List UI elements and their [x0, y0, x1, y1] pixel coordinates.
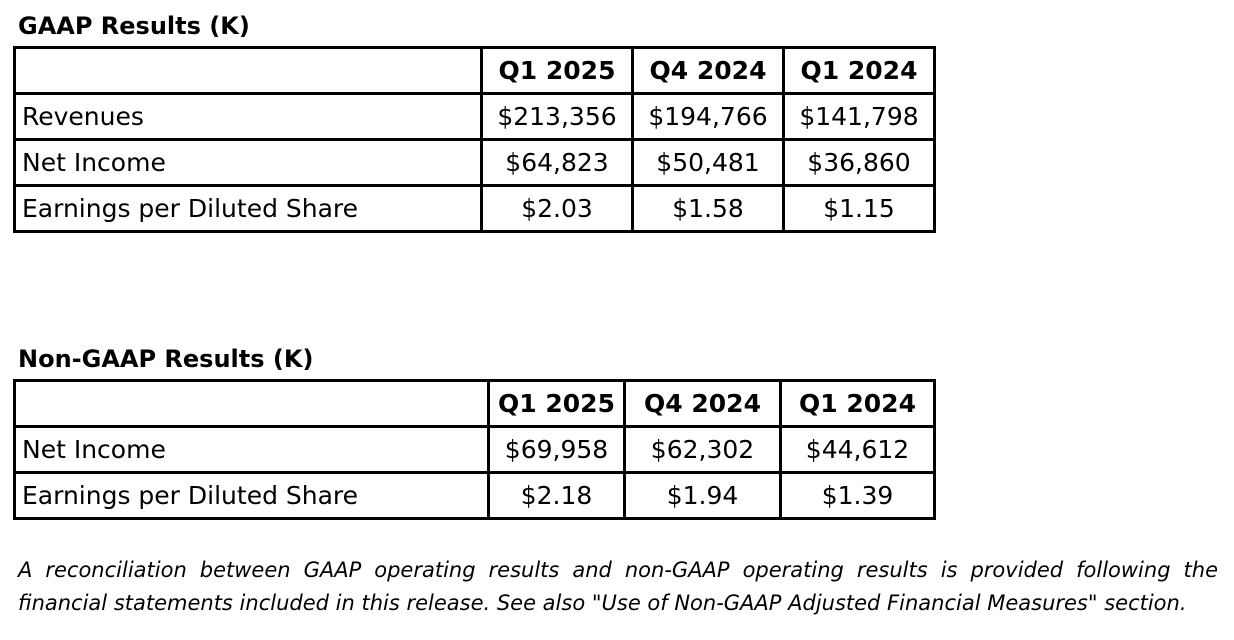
header-cell-q4-2024: Q4 2024: [623, 379, 782, 428]
nongaap-results-table: Q1 2025 Q4 2024 Q1 2024 Net Income $69,9…: [13, 379, 936, 520]
table-header-row: Q1 2025 Q4 2024 Q1 2024: [13, 379, 936, 428]
table-row: Net Income $69,958 $62,302 $44,612: [13, 425, 936, 474]
table-cell: $50,481: [631, 138, 785, 187]
row-label-eps-diluted: Earnings per Diluted Share: [13, 184, 483, 233]
nongaap-section-title: Non-GAAP Results (K): [18, 345, 314, 373]
table-cell: $44,612: [779, 425, 936, 474]
table-cell: $1.15: [782, 184, 936, 233]
table-header-row: Q1 2025 Q4 2024 Q1 2024: [13, 46, 936, 95]
table-cell: $1.39: [779, 471, 936, 520]
table-cell: $141,798: [782, 92, 936, 141]
gaap-results-table: Q1 2025 Q4 2024 Q1 2024 Revenues $213,35…: [13, 46, 936, 233]
table-cell: $2.03: [480, 184, 634, 233]
header-cell-q1-2025: Q1 2025: [487, 379, 626, 428]
gaap-section-title: GAAP Results (K): [18, 12, 250, 40]
table-cell: $64,823: [480, 138, 634, 187]
table-cell: $194,766: [631, 92, 785, 141]
table-cell: $69,958: [487, 425, 626, 474]
header-cell-blank: [13, 379, 490, 428]
table-row: Earnings per Diluted Share $2.03 $1.58 $…: [13, 184, 936, 233]
table-cell: $2.18: [487, 471, 626, 520]
reconciliation-footnote: A reconciliation between GAAP operating …: [18, 558, 1218, 615]
table-cell: $62,302: [623, 425, 782, 474]
header-cell-q4-2024: Q4 2024: [631, 46, 785, 95]
table-cell: $1.58: [631, 184, 785, 233]
table-row: Net Income $64,823 $50,481 $36,860: [13, 138, 936, 187]
table-cell: $213,356: [480, 92, 634, 141]
header-cell-q1-2024: Q1 2024: [782, 46, 936, 95]
header-cell-q1-2024: Q1 2024: [779, 379, 936, 428]
header-cell-q1-2025: Q1 2025: [480, 46, 634, 95]
table-cell: $1.94: [623, 471, 782, 520]
row-label-net-income: Net Income: [13, 138, 483, 187]
table-row: Revenues $213,356 $194,766 $141,798: [13, 92, 936, 141]
table-row: Earnings per Diluted Share $2.18 $1.94 $…: [13, 471, 936, 520]
row-label-revenues: Revenues: [13, 92, 483, 141]
table-cell: $36,860: [782, 138, 936, 187]
row-label-net-income: Net Income: [13, 425, 490, 474]
header-cell-blank: [13, 46, 483, 95]
row-label-eps-diluted: Earnings per Diluted Share: [13, 471, 490, 520]
